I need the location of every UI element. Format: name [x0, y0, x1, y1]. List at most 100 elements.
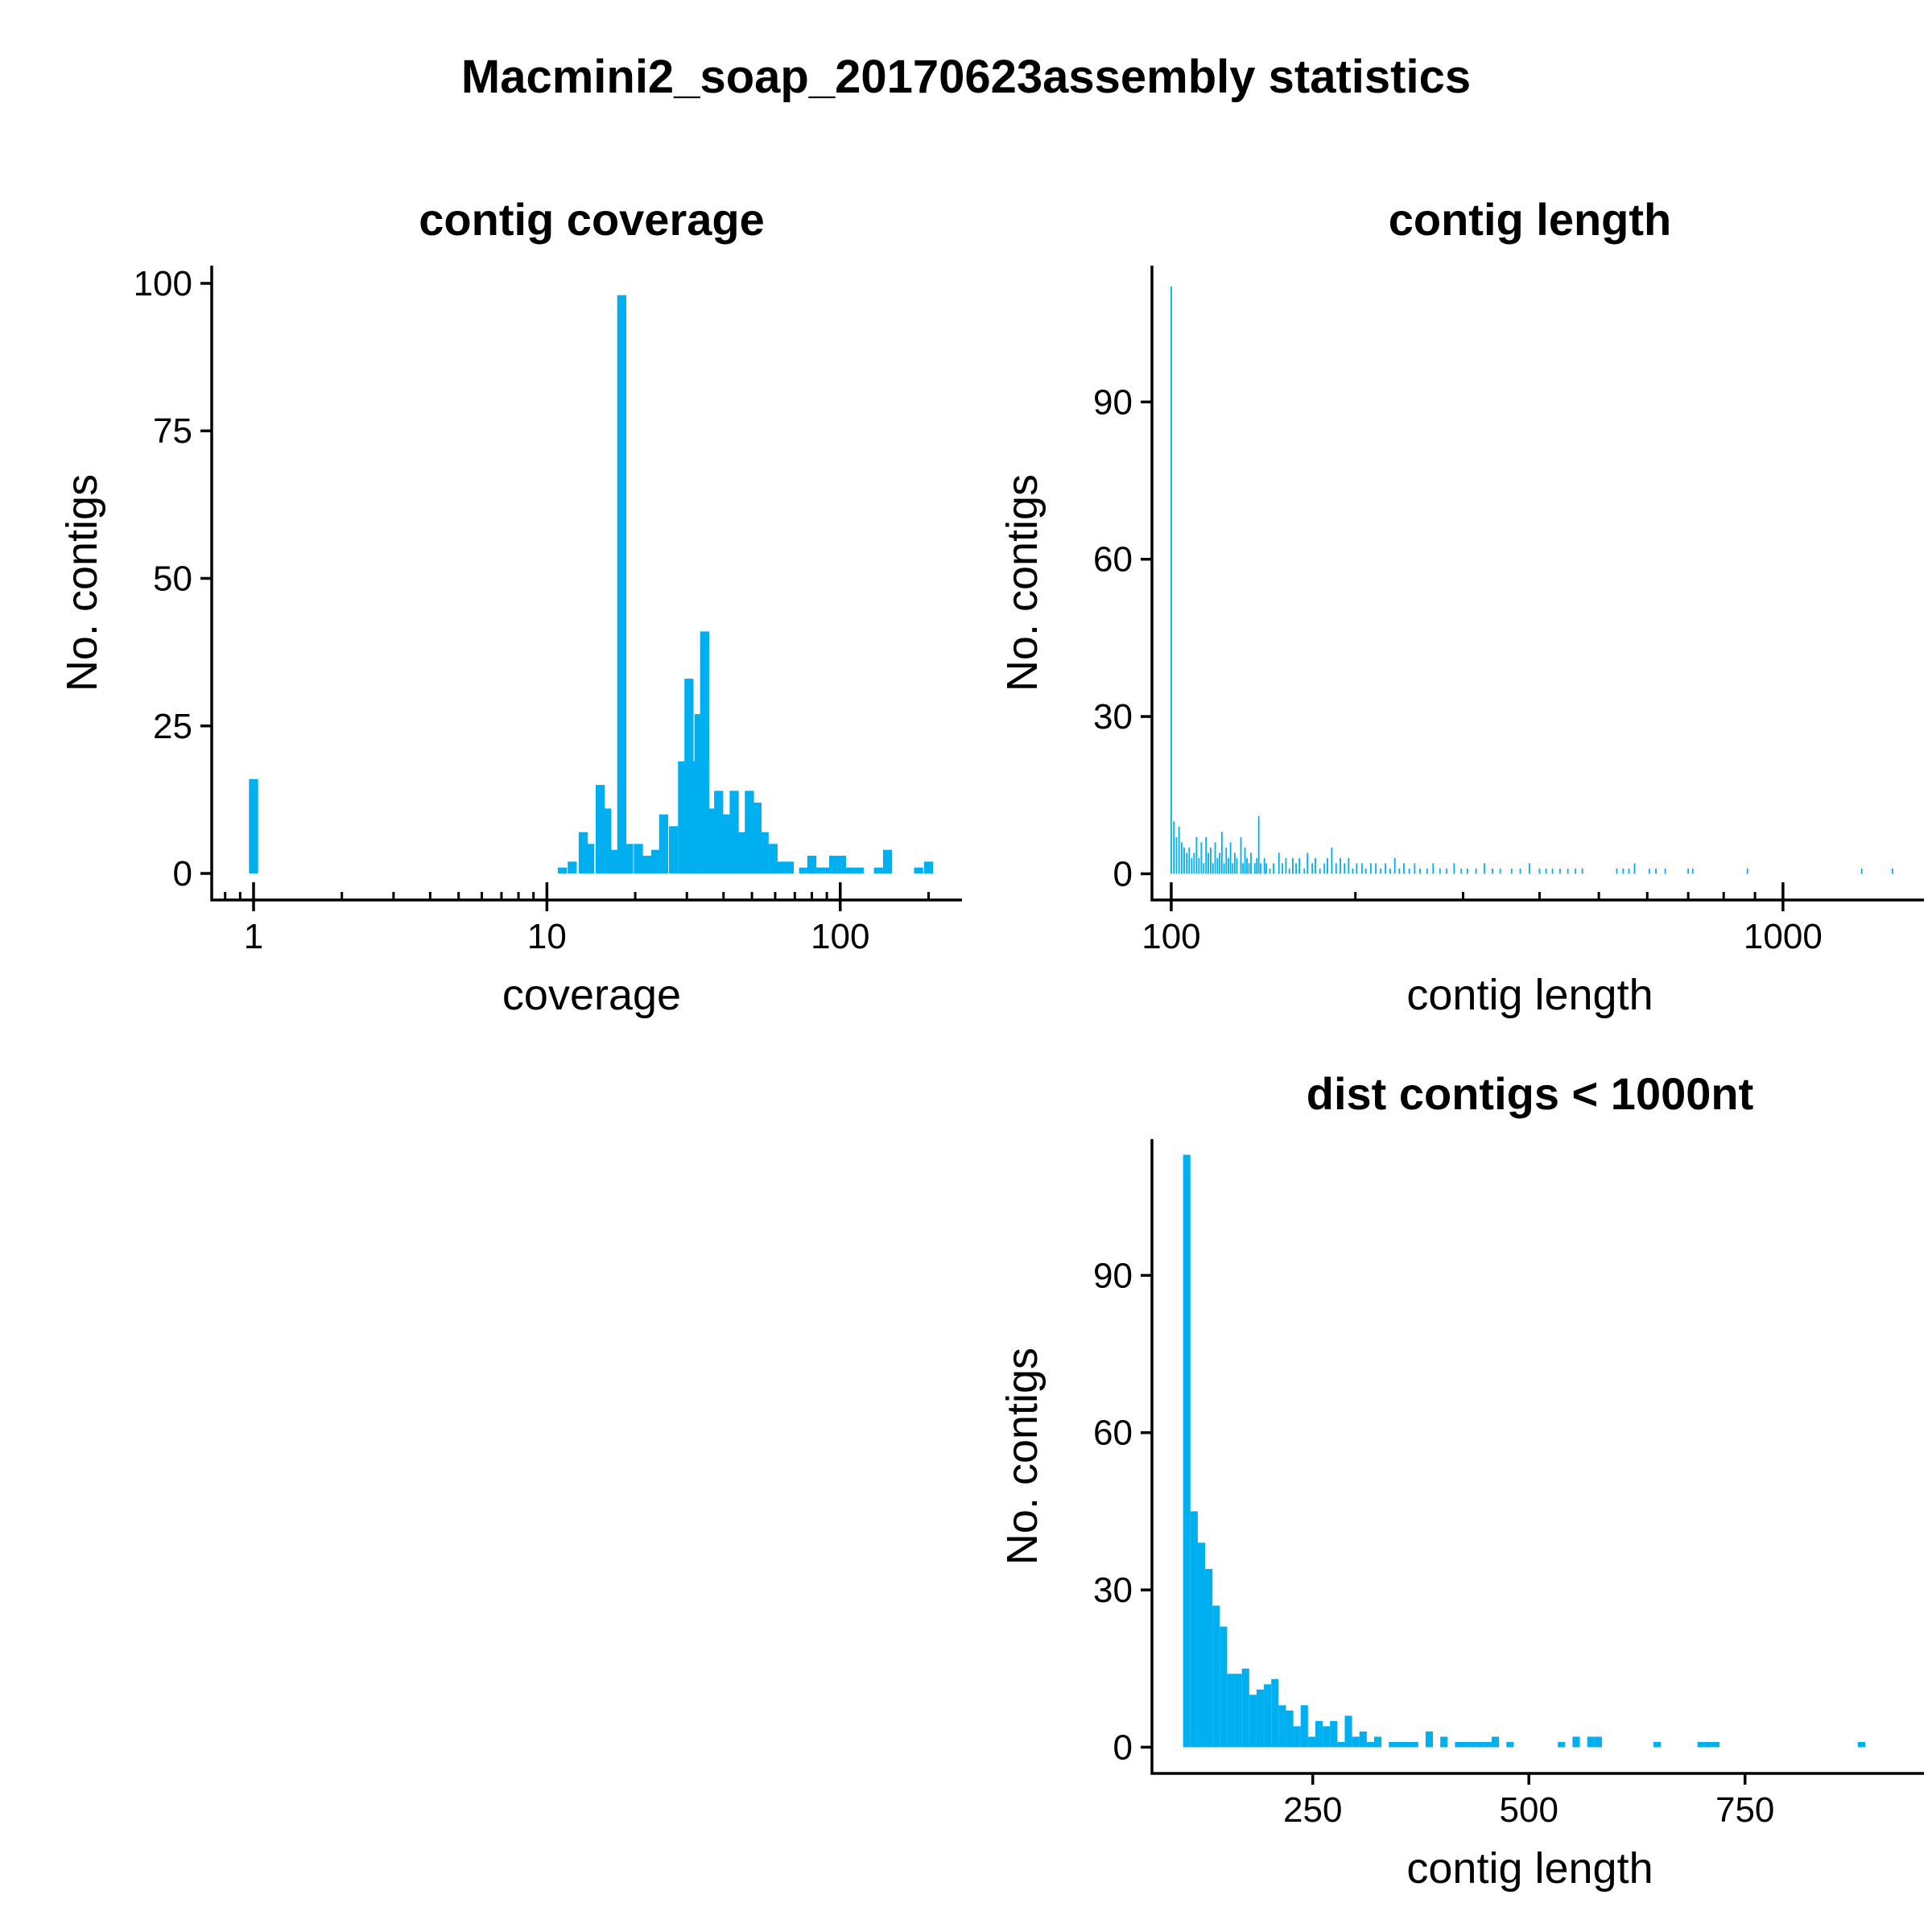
y-axis-title: No. contigs — [58, 474, 106, 691]
bar-dist-17 — [1307, 1736, 1315, 1748]
bar-dist-35 — [1469, 1741, 1477, 1748]
bar-length-79 — [1439, 868, 1441, 874]
bar-length-95 — [1567, 868, 1569, 874]
bar-dist-8 — [1241, 1668, 1249, 1748]
panel-title: contig coverage — [419, 194, 764, 245]
bar-coverage-39 — [873, 867, 883, 874]
bar-dist-20 — [1330, 1720, 1338, 1748]
bar-dist-13 — [1278, 1705, 1286, 1748]
bar-coverage-23 — [729, 791, 739, 874]
bar-coverage-25 — [745, 791, 754, 874]
bar-dist-9 — [1249, 1695, 1257, 1748]
bar-length-47 — [1292, 857, 1294, 874]
bar-length-103 — [1655, 868, 1657, 874]
bar-length-78 — [1432, 863, 1435, 874]
bar-length-8 — [1191, 857, 1193, 874]
bar-length-46 — [1288, 868, 1290, 874]
bars — [1170, 287, 1893, 874]
bar-dist-25 — [1366, 1741, 1374, 1748]
bar-coverage-13 — [658, 814, 669, 874]
bar-length-13 — [1203, 863, 1205, 874]
bar-coverage-27 — [759, 832, 769, 874]
bar-dist-3 — [1205, 1569, 1213, 1748]
bar-length-98 — [1616, 868, 1618, 874]
bar-coverage-36 — [836, 856, 847, 874]
bar-length-53 — [1315, 857, 1316, 874]
bar-dist-32 — [1440, 1736, 1448, 1748]
bar-length-107 — [1746, 868, 1748, 874]
bar-length-6 — [1186, 852, 1188, 874]
y-tick-label-2: 60 — [1093, 1414, 1133, 1453]
bar-length-20 — [1219, 852, 1221, 874]
bar-coverage-0 — [249, 778, 258, 874]
bar-length-55 — [1323, 863, 1326, 874]
bar-coverage-21 — [714, 791, 724, 874]
bar-dist-22 — [1344, 1715, 1352, 1748]
x-axis-title: contig length — [1406, 1844, 1653, 1893]
bar-dist-6 — [1227, 1674, 1235, 1748]
bar-length-54 — [1319, 868, 1321, 874]
bar-coverage-26 — [752, 803, 762, 874]
bar-length-66 — [1370, 863, 1372, 874]
bar-length-99 — [1622, 868, 1624, 874]
bar-length-4 — [1180, 842, 1183, 874]
bar-length-63 — [1356, 863, 1358, 874]
y-tick-label-3: 90 — [1093, 1256, 1133, 1295]
bar-length-18 — [1214, 842, 1216, 874]
bar-length-93 — [1551, 868, 1554, 874]
bar-length-91 — [1538, 868, 1541, 874]
bar-length-35 — [1253, 863, 1256, 874]
bar-length-56 — [1327, 857, 1328, 874]
bar-dist-28 — [1396, 1741, 1404, 1748]
bar-coverage-5 — [596, 785, 605, 874]
bar-dist-5 — [1220, 1626, 1228, 1748]
bar-length-1 — [1173, 821, 1175, 874]
bar-length-64 — [1360, 863, 1363, 874]
bar-length-32 — [1246, 857, 1248, 874]
y-tick-label-1: 30 — [1093, 1571, 1133, 1610]
bar-length-72 — [1398, 868, 1401, 874]
x-axis-title: coverage — [502, 971, 681, 1019]
bar-length-102 — [1649, 868, 1650, 874]
bar-length-24 — [1228, 857, 1229, 874]
y-tick-label-0: 0 — [1113, 1728, 1133, 1767]
bar-length-60 — [1344, 863, 1346, 874]
bar-coverage-41 — [914, 867, 923, 874]
bar-length-15 — [1208, 852, 1209, 874]
bar-length-61 — [1348, 857, 1350, 874]
bar-length-62 — [1352, 868, 1354, 874]
bar-length-33 — [1248, 863, 1250, 874]
bar-dist-48 — [1857, 1741, 1865, 1748]
bar-length-38 — [1260, 863, 1261, 874]
y-tick-label-2: 50 — [153, 559, 192, 599]
y-tick-label-3: 75 — [153, 411, 192, 451]
bar-coverage-33 — [815, 867, 824, 874]
bar-length-82 — [1460, 868, 1463, 874]
bar-coverage-3 — [578, 832, 588, 874]
bar-dist-16 — [1300, 1705, 1308, 1748]
bar-length-80 — [1446, 868, 1448, 874]
bar-length-48 — [1295, 863, 1297, 874]
bar-coverage-38 — [854, 867, 864, 874]
bar-length-52 — [1311, 863, 1313, 874]
bar-coverage-8 — [617, 295, 627, 874]
bar-coverage-10 — [634, 844, 643, 874]
bar-length-67 — [1375, 863, 1377, 874]
bar-length-73 — [1402, 863, 1405, 874]
bar-dist-34 — [1462, 1741, 1470, 1748]
bar-dist-10 — [1256, 1689, 1265, 1748]
bar-dist-12 — [1271, 1678, 1279, 1748]
bar-length-29 — [1240, 836, 1242, 874]
bar-dist-1 — [1190, 1511, 1198, 1748]
bar-length-69 — [1385, 863, 1387, 874]
bar-length-43 — [1278, 852, 1280, 874]
bar-length-45 — [1285, 857, 1287, 874]
bar-dist-23 — [1352, 1736, 1360, 1748]
bar-coverage-9 — [624, 844, 634, 874]
bar-length-19 — [1216, 857, 1219, 874]
bar-dist-41 — [1572, 1736, 1580, 1748]
bar-dist-11 — [1264, 1684, 1272, 1748]
y-axis-title: No. contigs — [998, 474, 1046, 691]
bar-dist-30 — [1410, 1741, 1418, 1748]
